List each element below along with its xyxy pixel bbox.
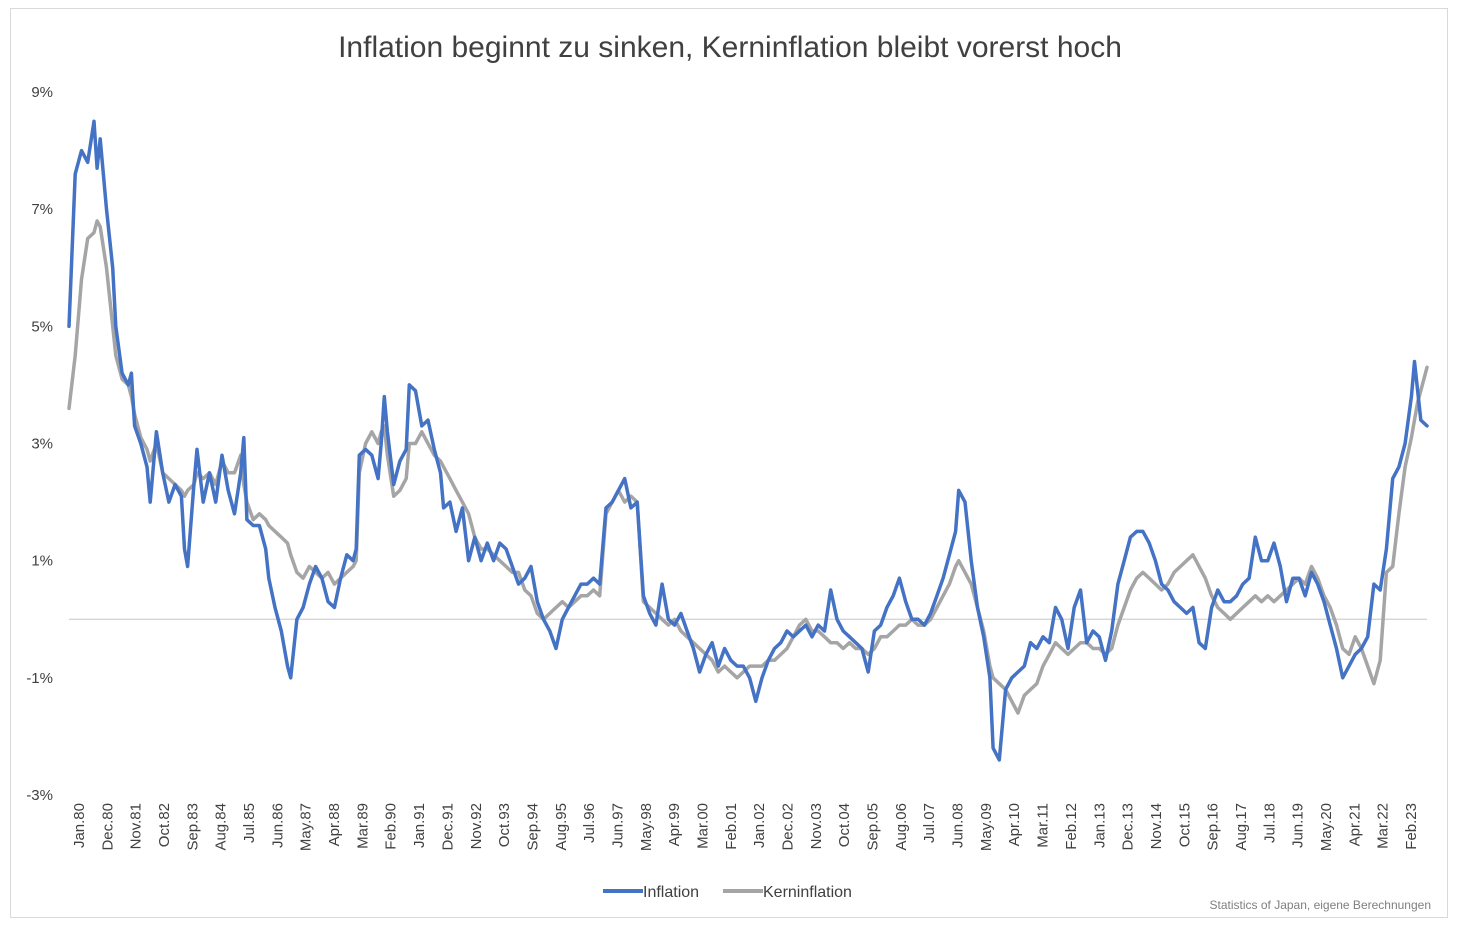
x-tick-label: Apr.99 <box>666 803 683 846</box>
x-tick-label: Jan.02 <box>751 803 768 848</box>
x-tick-label: Mar.89 <box>354 803 371 849</box>
x-tick-label: May.98 <box>638 803 655 851</box>
x-tick-label: Sep.05 <box>865 803 882 851</box>
x-tick-label: Dec.80 <box>99 803 116 851</box>
legend-label-kerninflation: Kerninflation <box>763 884 852 901</box>
x-tick-label: Feb.23 <box>1403 803 1420 850</box>
legend-label-inflation: Inflation <box>643 884 699 901</box>
y-axis-ticks: 9% 7% 5% 3% 1% -1% -3% <box>26 84 53 804</box>
x-tick-label: Dec.13 <box>1120 803 1137 851</box>
x-tick-label: Jan.13 <box>1091 803 1108 848</box>
chart-title: Inflation beginnt zu sinken, Kerninflati… <box>338 31 1122 64</box>
x-tick-label: Apr.88 <box>326 803 343 846</box>
source-note: Statistics of Japan, eigene Berechnungen <box>1210 898 1431 912</box>
x-tick-label: Nov.81 <box>128 803 145 849</box>
y-tick-label: -3% <box>26 787 53 804</box>
x-axis-ticks: Jan.80 Dec.80 Nov.81 Oct.82 Sep.83 Aug.84 Jul.… <box>71 803 1420 851</box>
x-tick-label: Apr.10 <box>1006 803 1023 846</box>
x-tick-label: Mar.11 <box>1035 803 1052 848</box>
x-tick-label: Jan.91 <box>411 803 428 848</box>
x-tick-label: Jun.08 <box>950 803 967 848</box>
y-tick-label: 7% <box>31 201 53 218</box>
x-tick-label: Nov.03 <box>808 803 825 849</box>
x-tick-label: Feb.90 <box>383 803 400 850</box>
x-tick-label: Feb.12 <box>1063 803 1080 850</box>
x-tick-label: Feb.01 <box>723 803 740 850</box>
x-tick-label: Nov.14 <box>1148 803 1165 849</box>
line-chart: Inflation beginnt zu sinken, Kerninflati… <box>26 31 1431 912</box>
x-tick-label: Dec.02 <box>780 803 797 851</box>
x-tick-label: Sep.16 <box>1205 803 1222 851</box>
x-tick-label: Jul.96 <box>581 803 598 843</box>
x-tick-label: Oct.04 <box>836 803 853 847</box>
x-tick-label: Jun.97 <box>610 803 627 848</box>
x-tick-label: Jul.85 <box>241 803 258 843</box>
x-tick-label: Aug.84 <box>213 803 230 851</box>
y-tick-label: -1% <box>26 670 53 687</box>
series-line-kerninflation <box>67 219 1429 715</box>
series-line-inflation <box>67 119 1429 762</box>
x-tick-label: Sep.94 <box>524 803 541 851</box>
x-tick-label: May.20 <box>1318 803 1335 851</box>
legend: Inflation Kerninflation <box>603 884 852 901</box>
x-tick-label: Mar.22 <box>1375 803 1392 849</box>
x-tick-label: Jun.86 <box>269 803 286 848</box>
x-tick-label: Jul.07 <box>921 803 938 843</box>
x-tick-label: Jul.18 <box>1261 803 1278 843</box>
x-tick-label: May.09 <box>978 803 995 851</box>
y-tick-label: 9% <box>31 84 53 101</box>
x-tick-label: Oct.93 <box>496 803 513 847</box>
y-tick-label: 5% <box>31 318 53 335</box>
x-tick-label: Jun.19 <box>1290 803 1307 848</box>
chart-frame: Inflation beginnt zu sinken, Kerninflati… <box>10 8 1448 918</box>
x-tick-label: Sep.83 <box>184 803 201 851</box>
x-tick-label: Mar.00 <box>695 803 712 849</box>
x-tick-label: Apr.21 <box>1346 803 1363 846</box>
x-tick-label: Nov.92 <box>468 803 485 849</box>
series-lines <box>67 119 1429 762</box>
x-tick-label: May.87 <box>298 803 315 851</box>
x-tick-label: Aug.17 <box>1233 803 1250 851</box>
x-tick-label: Aug.06 <box>893 803 910 851</box>
x-tick-label: Aug.95 <box>553 803 570 851</box>
y-tick-label: 1% <box>31 553 53 570</box>
x-tick-label: Oct.82 <box>156 803 173 847</box>
x-tick-label: Jan.80 <box>71 803 88 848</box>
x-tick-label: Dec.91 <box>439 803 456 851</box>
y-tick-label: 3% <box>31 436 53 453</box>
x-tick-label: Oct.15 <box>1176 803 1193 847</box>
